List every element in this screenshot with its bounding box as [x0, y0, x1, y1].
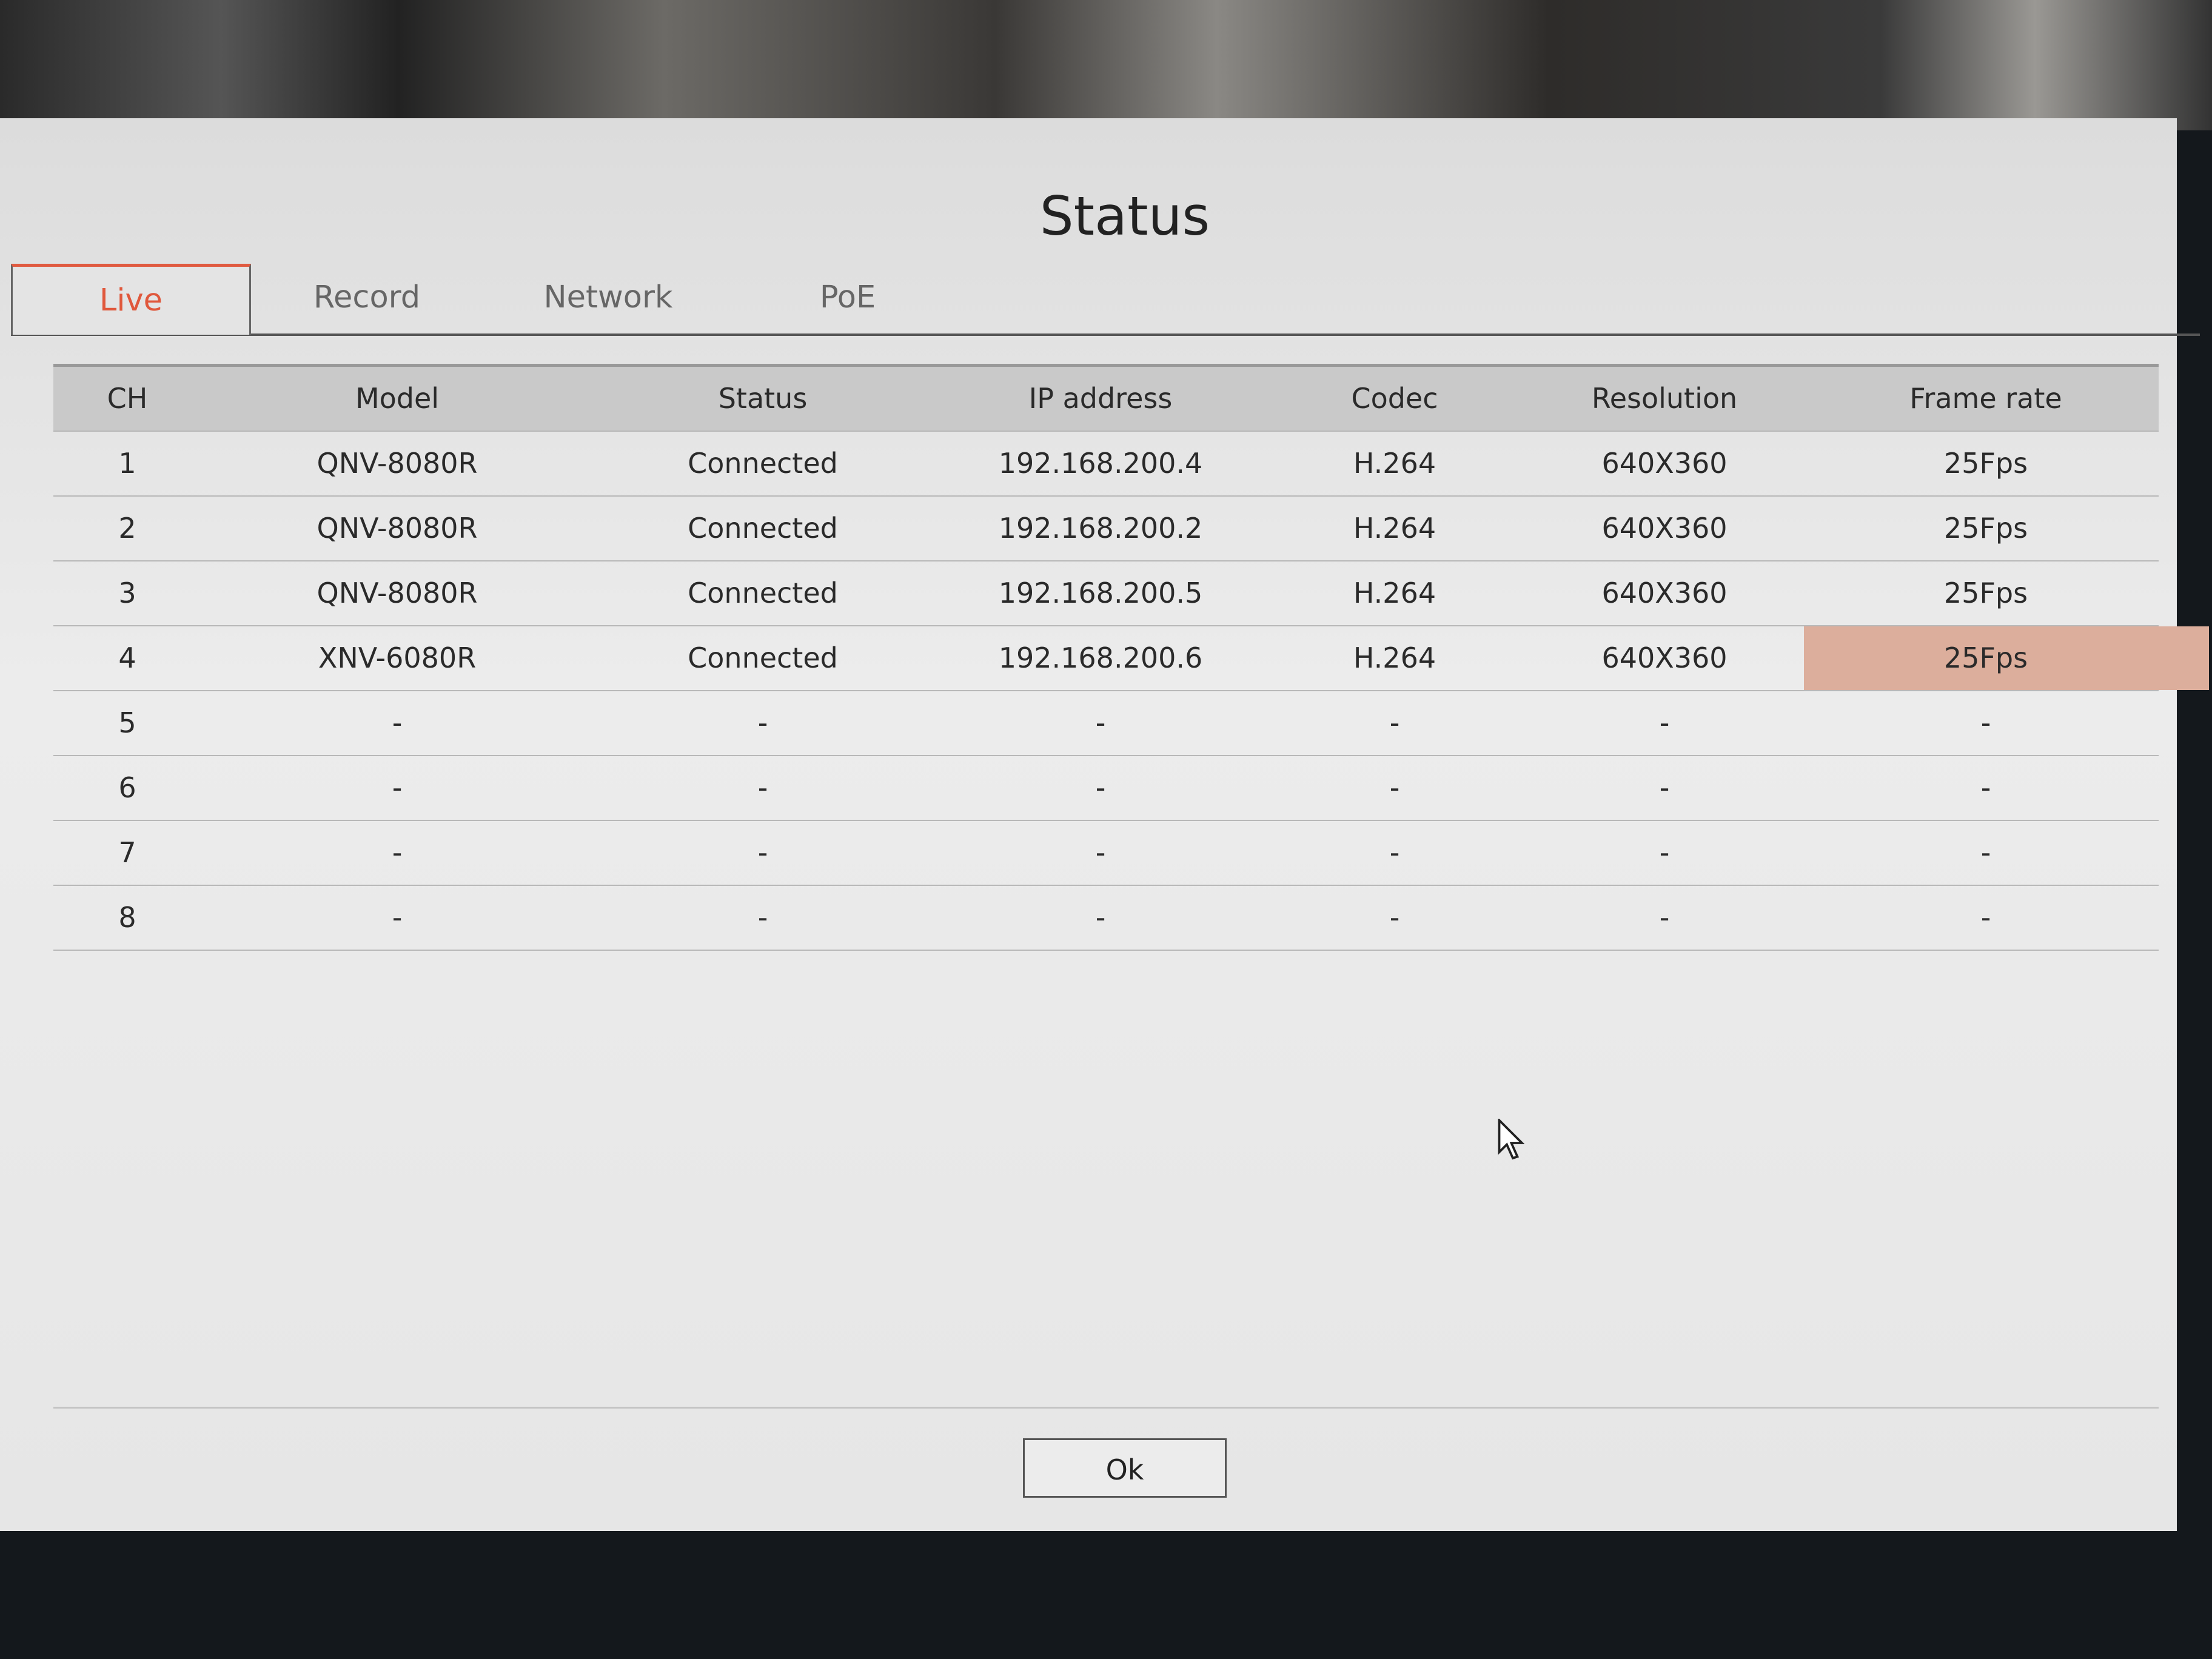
- cell-frame-rate: Frame rate: [1909, 382, 2062, 415]
- cell-frame-rate: 25Fps: [1943, 447, 2028, 480]
- cell-frame-rate: 25Fps: [1943, 512, 2028, 545]
- cell-status: -: [757, 901, 768, 934]
- cell-ch: 2: [118, 512, 136, 545]
- mouse-cursor-icon: [1498, 1119, 1525, 1160]
- cell-ch: 8: [118, 901, 136, 934]
- cell-ch: 4: [118, 642, 136, 674]
- cell-ip-address: IP address: [1028, 382, 1173, 415]
- cell-codec: -: [1389, 836, 1400, 869]
- table-header: CH Model Status IP address Codec Resolution Fr…: [53, 364, 2159, 432]
- cell-resolution: 640X360: [1601, 642, 1728, 674]
- cell-resolution: 640X360: [1601, 577, 1728, 609]
- cell-ip-address: -: [1095, 901, 1106, 934]
- cell-frame-rate: -: [1980, 771, 1991, 804]
- tab-record[interactable]: Record: [313, 280, 421, 315]
- table-row: 5 - - - - - -: [53, 691, 2159, 756]
- table-row: 3 QNV-8080R Connected 192.168.200.5 H.264 640…: [53, 561, 2159, 626]
- table-row: 1 QNV-8080R Connected 192.168.200.4 H.264 640…: [53, 432, 2159, 497]
- tab-live[interactable]: Live: [11, 264, 251, 335]
- cell-model: QNV-8080R: [317, 577, 478, 609]
- cell-codec: H.264: [1353, 447, 1436, 480]
- ok-button[interactable]: Ok: [1023, 1438, 1227, 1498]
- cell-model: -: [392, 901, 403, 934]
- selected-cell-highlight: [1804, 626, 2209, 690]
- table-row: 2 QNV-8080R Connected 192.168.200.2 H.264 640…: [53, 497, 2159, 561]
- cell-model: -: [392, 706, 403, 739]
- cell-status: -: [757, 771, 768, 804]
- cell-ch: 3: [118, 577, 136, 609]
- cell-status: Status: [718, 382, 808, 415]
- cell-ch: 5: [118, 706, 136, 739]
- tab-bar: Live Record Network PoE: [11, 264, 2200, 336]
- cell-ch: 6: [118, 771, 136, 804]
- status-dialog: Status Live Record Network PoE CH Model St…: [0, 118, 2209, 1531]
- cell-ip-address: -: [1095, 836, 1106, 869]
- cell-codec: -: [1389, 771, 1400, 804]
- cell-model: QNV-8080R: [317, 512, 478, 545]
- cell-codec: Codec: [1351, 382, 1438, 415]
- cell-codec: -: [1389, 901, 1400, 934]
- cell-status: -: [757, 706, 768, 739]
- table-row: 8 - - - - - -: [53, 886, 2159, 951]
- cell-ch: CH: [107, 382, 148, 415]
- cell-resolution: -: [1659, 706, 1670, 739]
- cell-frame-rate: 25Fps: [1943, 577, 2028, 609]
- divider: [53, 1407, 2159, 1409]
- table-row: 7 - - - - - -: [53, 821, 2159, 886]
- cell-codec: H.264: [1353, 512, 1436, 545]
- tab-poe[interactable]: PoE: [819, 280, 876, 315]
- tab-network[interactable]: Network: [543, 280, 673, 315]
- cell-ip-address: 192.168.200.2: [998, 512, 1203, 545]
- cell-frame-rate: -: [1980, 706, 1991, 739]
- cell-status: Connected: [688, 512, 838, 545]
- cell-frame-rate: -: [1980, 836, 1991, 869]
- cell-resolution: 640X360: [1601, 512, 1728, 545]
- cell-codec: H.264: [1353, 577, 1436, 609]
- cell-frame-rate: -: [1980, 901, 1991, 934]
- cell-resolution: 640X360: [1601, 447, 1728, 480]
- cell-status: Connected: [688, 577, 838, 609]
- dialog-title: Status: [1039, 185, 1210, 247]
- cell-model: QNV-8080R: [317, 447, 478, 480]
- cell-model: -: [392, 771, 403, 804]
- table-row: 6 - - - - - -: [53, 756, 2159, 821]
- cell-ip-address: -: [1095, 706, 1106, 739]
- cell-resolution: -: [1659, 771, 1670, 804]
- cell-codec: H.264: [1353, 642, 1436, 674]
- cell-model: -: [392, 836, 403, 869]
- table-row: 4 XNV-6080R Connected 192.168.200.6 H.264 640…: [53, 626, 2209, 691]
- cell-resolution: -: [1659, 836, 1670, 869]
- cell-resolution: Resolution: [1591, 382, 1738, 415]
- cell-status: Connected: [688, 642, 838, 674]
- cell-ip-address: -: [1095, 771, 1106, 804]
- cell-ip-address: 192.168.200.5: [998, 577, 1203, 609]
- cell-ip-address: 192.168.200.6: [998, 642, 1203, 674]
- cell-ip-address: 192.168.200.4: [998, 447, 1203, 480]
- cell-codec: -: [1389, 706, 1400, 739]
- cell-ch: 1: [118, 447, 136, 480]
- status-table: CH Model Status IP address Codec Resolution Fr…: [53, 364, 2209, 951]
- cell-resolution: -: [1659, 901, 1670, 934]
- background-camera-view: [0, 0, 2212, 130]
- cell-frame-rate: 25Fps: [1943, 642, 2028, 674]
- cell-ch: 7: [118, 836, 136, 869]
- cell-model: XNV-6080R: [318, 642, 477, 674]
- cell-model: Model: [355, 382, 440, 415]
- cell-status: Connected: [688, 447, 838, 480]
- cell-status: -: [757, 836, 768, 869]
